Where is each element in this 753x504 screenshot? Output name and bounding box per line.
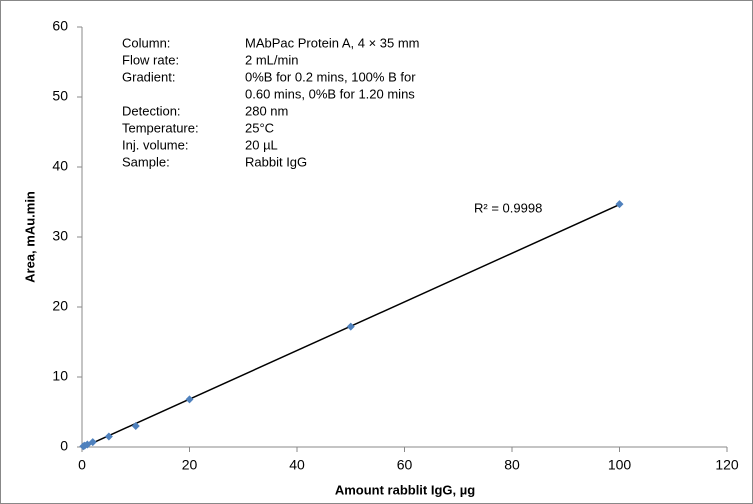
- x-tick-label: 80: [504, 457, 520, 473]
- y-tick-label: 0: [60, 438, 68, 454]
- y-tick-label: 30: [52, 228, 68, 244]
- x-tick-label: 20: [182, 457, 198, 473]
- condition-value: 280 nm: [245, 103, 288, 118]
- data-point: [185, 395, 194, 404]
- x-tick-label: 60: [397, 457, 413, 473]
- condition-label: Sample:: [122, 154, 170, 169]
- y-tick-label: 60: [52, 18, 68, 34]
- x-tick-label: 100: [608, 457, 632, 473]
- data-point: [131, 422, 140, 430]
- data-point: [88, 438, 97, 447]
- y-tick-label: 10: [52, 368, 68, 384]
- condition-value: 2 mL/min: [245, 52, 298, 67]
- condition-value: MAbPac Protein A, 4 × 35 mm: [245, 35, 420, 50]
- y-tick-label: 20: [52, 298, 68, 314]
- condition-value: Rabbit IgG: [245, 154, 307, 169]
- condition-label: Gradient:: [122, 69, 175, 84]
- data-point: [346, 322, 355, 331]
- x-tick-label: 0: [78, 457, 86, 473]
- data-point: [104, 432, 113, 441]
- condition-value: 0%B for 0.2 mins, 100% B for: [245, 69, 416, 84]
- x-tick-label: 40: [289, 457, 305, 473]
- condition-label: Column:: [122, 35, 170, 50]
- data-point: [615, 200, 624, 209]
- condition-label: Inj. volume:: [122, 137, 188, 152]
- condition-value: 20 µL: [245, 137, 278, 152]
- condition-value: 0.60 mins, 0%B for 1.20 mins: [245, 86, 415, 101]
- x-axis-title: Amount rabblit IgG, µg: [335, 482, 475, 497]
- y-tick-label: 40: [52, 158, 68, 174]
- condition-label: Temperature:: [122, 120, 199, 135]
- y-axis-title: Area, mAu.min: [22, 191, 37, 283]
- y-tick-label: 50: [52, 88, 68, 104]
- condition-value: 25°C: [245, 120, 274, 135]
- condition-label: Flow rate:: [122, 52, 179, 67]
- r-squared: R² = 0.9998: [474, 200, 542, 215]
- condition-label: Detection:: [122, 103, 181, 118]
- x-tick-label: 120: [715, 457, 739, 473]
